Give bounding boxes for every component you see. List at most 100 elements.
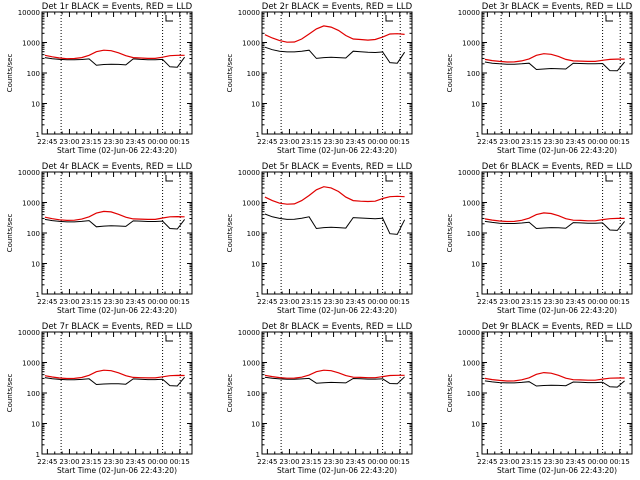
x-tick-label: 22:45 xyxy=(257,458,277,466)
corner-mark xyxy=(605,15,613,22)
y-tick-label: 10000 xyxy=(18,169,40,177)
x-tick-label: 22:45 xyxy=(477,138,497,146)
y-axis-label: Counts/sec xyxy=(6,54,14,93)
x-tick-label: 23:45 xyxy=(346,138,366,146)
x-tick-label: 23:30 xyxy=(323,458,343,466)
x-tick-label: 23:15 xyxy=(81,458,101,466)
y-tick-label: 10 xyxy=(31,261,40,269)
y-tick-label: 10 xyxy=(251,261,260,269)
x-tick-label: 23:45 xyxy=(126,458,146,466)
y-axis-label: Counts/sec xyxy=(226,374,234,413)
events-line xyxy=(44,218,185,230)
chart-title: Det 4r BLACK = Events, RED = LLD xyxy=(42,162,193,172)
plot-frame xyxy=(261,331,413,455)
y-tick-label: 1000 xyxy=(242,200,260,208)
y-tick-label: 10 xyxy=(471,101,480,109)
plot-frame xyxy=(41,171,193,295)
events-line xyxy=(484,220,625,231)
events-line xyxy=(484,61,625,72)
x-tick-label: 23:15 xyxy=(81,138,101,146)
lld-line xyxy=(44,49,185,60)
y-tick-label: 100 xyxy=(27,230,40,238)
x-tick-label: 23:15 xyxy=(301,138,321,146)
y-tick-label: 10000 xyxy=(18,9,40,17)
y-tick-label: 1 xyxy=(476,131,480,139)
y-tick-label: 10 xyxy=(251,421,260,429)
y-axis-label: Counts/sec xyxy=(446,54,454,93)
y-tick-label: 1000 xyxy=(22,40,40,48)
corner-mark xyxy=(165,175,173,182)
x-tick-label: 23:45 xyxy=(566,138,586,146)
y-tick-label: 1 xyxy=(476,451,480,459)
x-tick-label: 00:15 xyxy=(170,298,190,306)
chart-panel-2: Det 2r BLACK = Events, RED = LLD 1 10 100 10… xyxy=(226,2,413,155)
x-tick-label: 22:45 xyxy=(477,298,497,306)
chart-title: Det 6r BLACK = Events, RED = LLD xyxy=(482,162,633,172)
x-tick-label: 00:00 xyxy=(588,298,608,306)
chart-panel-6: Det 6r BLACK = Events, RED = LLD 1 10 100 10… xyxy=(446,162,633,315)
y-tick-label: 10000 xyxy=(238,169,260,177)
y-tick-label: 10 xyxy=(31,421,40,429)
y-tick-label: 100 xyxy=(247,70,260,78)
y-tick-label: 1 xyxy=(36,291,40,299)
x-tick-label: 00:00 xyxy=(588,138,608,146)
y-tick-label: 1000 xyxy=(462,40,480,48)
y-tick-label: 10000 xyxy=(18,329,40,337)
x-tick-label: 23:45 xyxy=(126,298,146,306)
x-tick-label: 23:45 xyxy=(126,138,146,146)
x-tick-label: 23:30 xyxy=(103,298,123,306)
x-tick-label: 00:00 xyxy=(588,458,608,466)
x-tick-label: 00:00 xyxy=(368,298,388,306)
events-line xyxy=(44,56,186,68)
x-tick-label: 00:00 xyxy=(148,298,168,306)
y-tick-label: 1 xyxy=(476,291,480,299)
y-axis-label: Counts/sec xyxy=(226,54,234,93)
y-axis-label: Counts/sec xyxy=(446,214,454,253)
x-tick-label: 00:00 xyxy=(368,458,388,466)
x-tick-label: 23:00 xyxy=(59,298,79,306)
x-tick-label: 23:30 xyxy=(323,138,343,146)
x-tick-label: 22:45 xyxy=(257,298,277,306)
x-tick-label: 00:15 xyxy=(610,298,630,306)
x-tick-label: 23:15 xyxy=(81,298,101,306)
lld-line xyxy=(484,212,625,223)
x-axis-label: Start Time (02-Jun-06 22:43:20) xyxy=(57,306,177,315)
events-line xyxy=(264,213,406,235)
x-axis-label: Start Time (02-Jun-06 22:43:20) xyxy=(277,306,397,315)
y-tick-label: 10 xyxy=(251,101,260,109)
chart-title: Det 7r BLACK = Events, RED = LLD xyxy=(42,322,193,332)
x-tick-label: 23:00 xyxy=(499,458,519,466)
x-tick-label: 23:00 xyxy=(279,298,299,306)
x-tick-label: 23:00 xyxy=(59,458,79,466)
x-axis-label: Start Time (02-Jun-06 22:43:20) xyxy=(277,146,397,155)
chart-title: Det 5r BLACK = Events, RED = LLD xyxy=(262,162,413,172)
x-axis-label: Start Time (02-Jun-06 22:43:20) xyxy=(497,466,617,475)
chart-panel-1: Det 1r BLACK = Events, RED = LLD 1 10 100 10… xyxy=(6,2,193,155)
x-tick-label: 23:15 xyxy=(521,138,541,146)
x-tick-label: 00:15 xyxy=(610,138,630,146)
lld-line xyxy=(264,186,405,205)
events-line xyxy=(264,46,406,64)
y-tick-label: 1 xyxy=(36,131,40,139)
y-tick-label: 100 xyxy=(467,230,480,238)
y-tick-label: 10000 xyxy=(458,9,480,17)
y-tick-label: 100 xyxy=(247,230,260,238)
x-tick-label: 23:15 xyxy=(521,458,541,466)
x-tick-label: 23:00 xyxy=(279,458,299,466)
x-tick-label: 22:45 xyxy=(37,138,57,146)
y-axis-label: Counts/sec xyxy=(226,214,234,253)
x-tick-label: 23:30 xyxy=(543,298,563,306)
x-tick-label: 23:45 xyxy=(566,458,586,466)
corner-mark xyxy=(165,335,173,342)
x-tick-label: 23:30 xyxy=(323,298,343,306)
x-axis-label: Start Time (02-Jun-06 22:43:20) xyxy=(497,306,617,315)
x-tick-label: 23:15 xyxy=(301,458,321,466)
chart-title: Det 9r BLACK = Events, RED = LLD xyxy=(482,322,633,332)
y-tick-label: 10000 xyxy=(458,329,480,337)
x-tick-label: 00:15 xyxy=(170,458,190,466)
x-tick-label: 22:45 xyxy=(257,138,277,146)
lld-line xyxy=(44,210,185,222)
y-axis-label: Counts/sec xyxy=(446,374,454,413)
y-tick-label: 100 xyxy=(467,70,480,78)
